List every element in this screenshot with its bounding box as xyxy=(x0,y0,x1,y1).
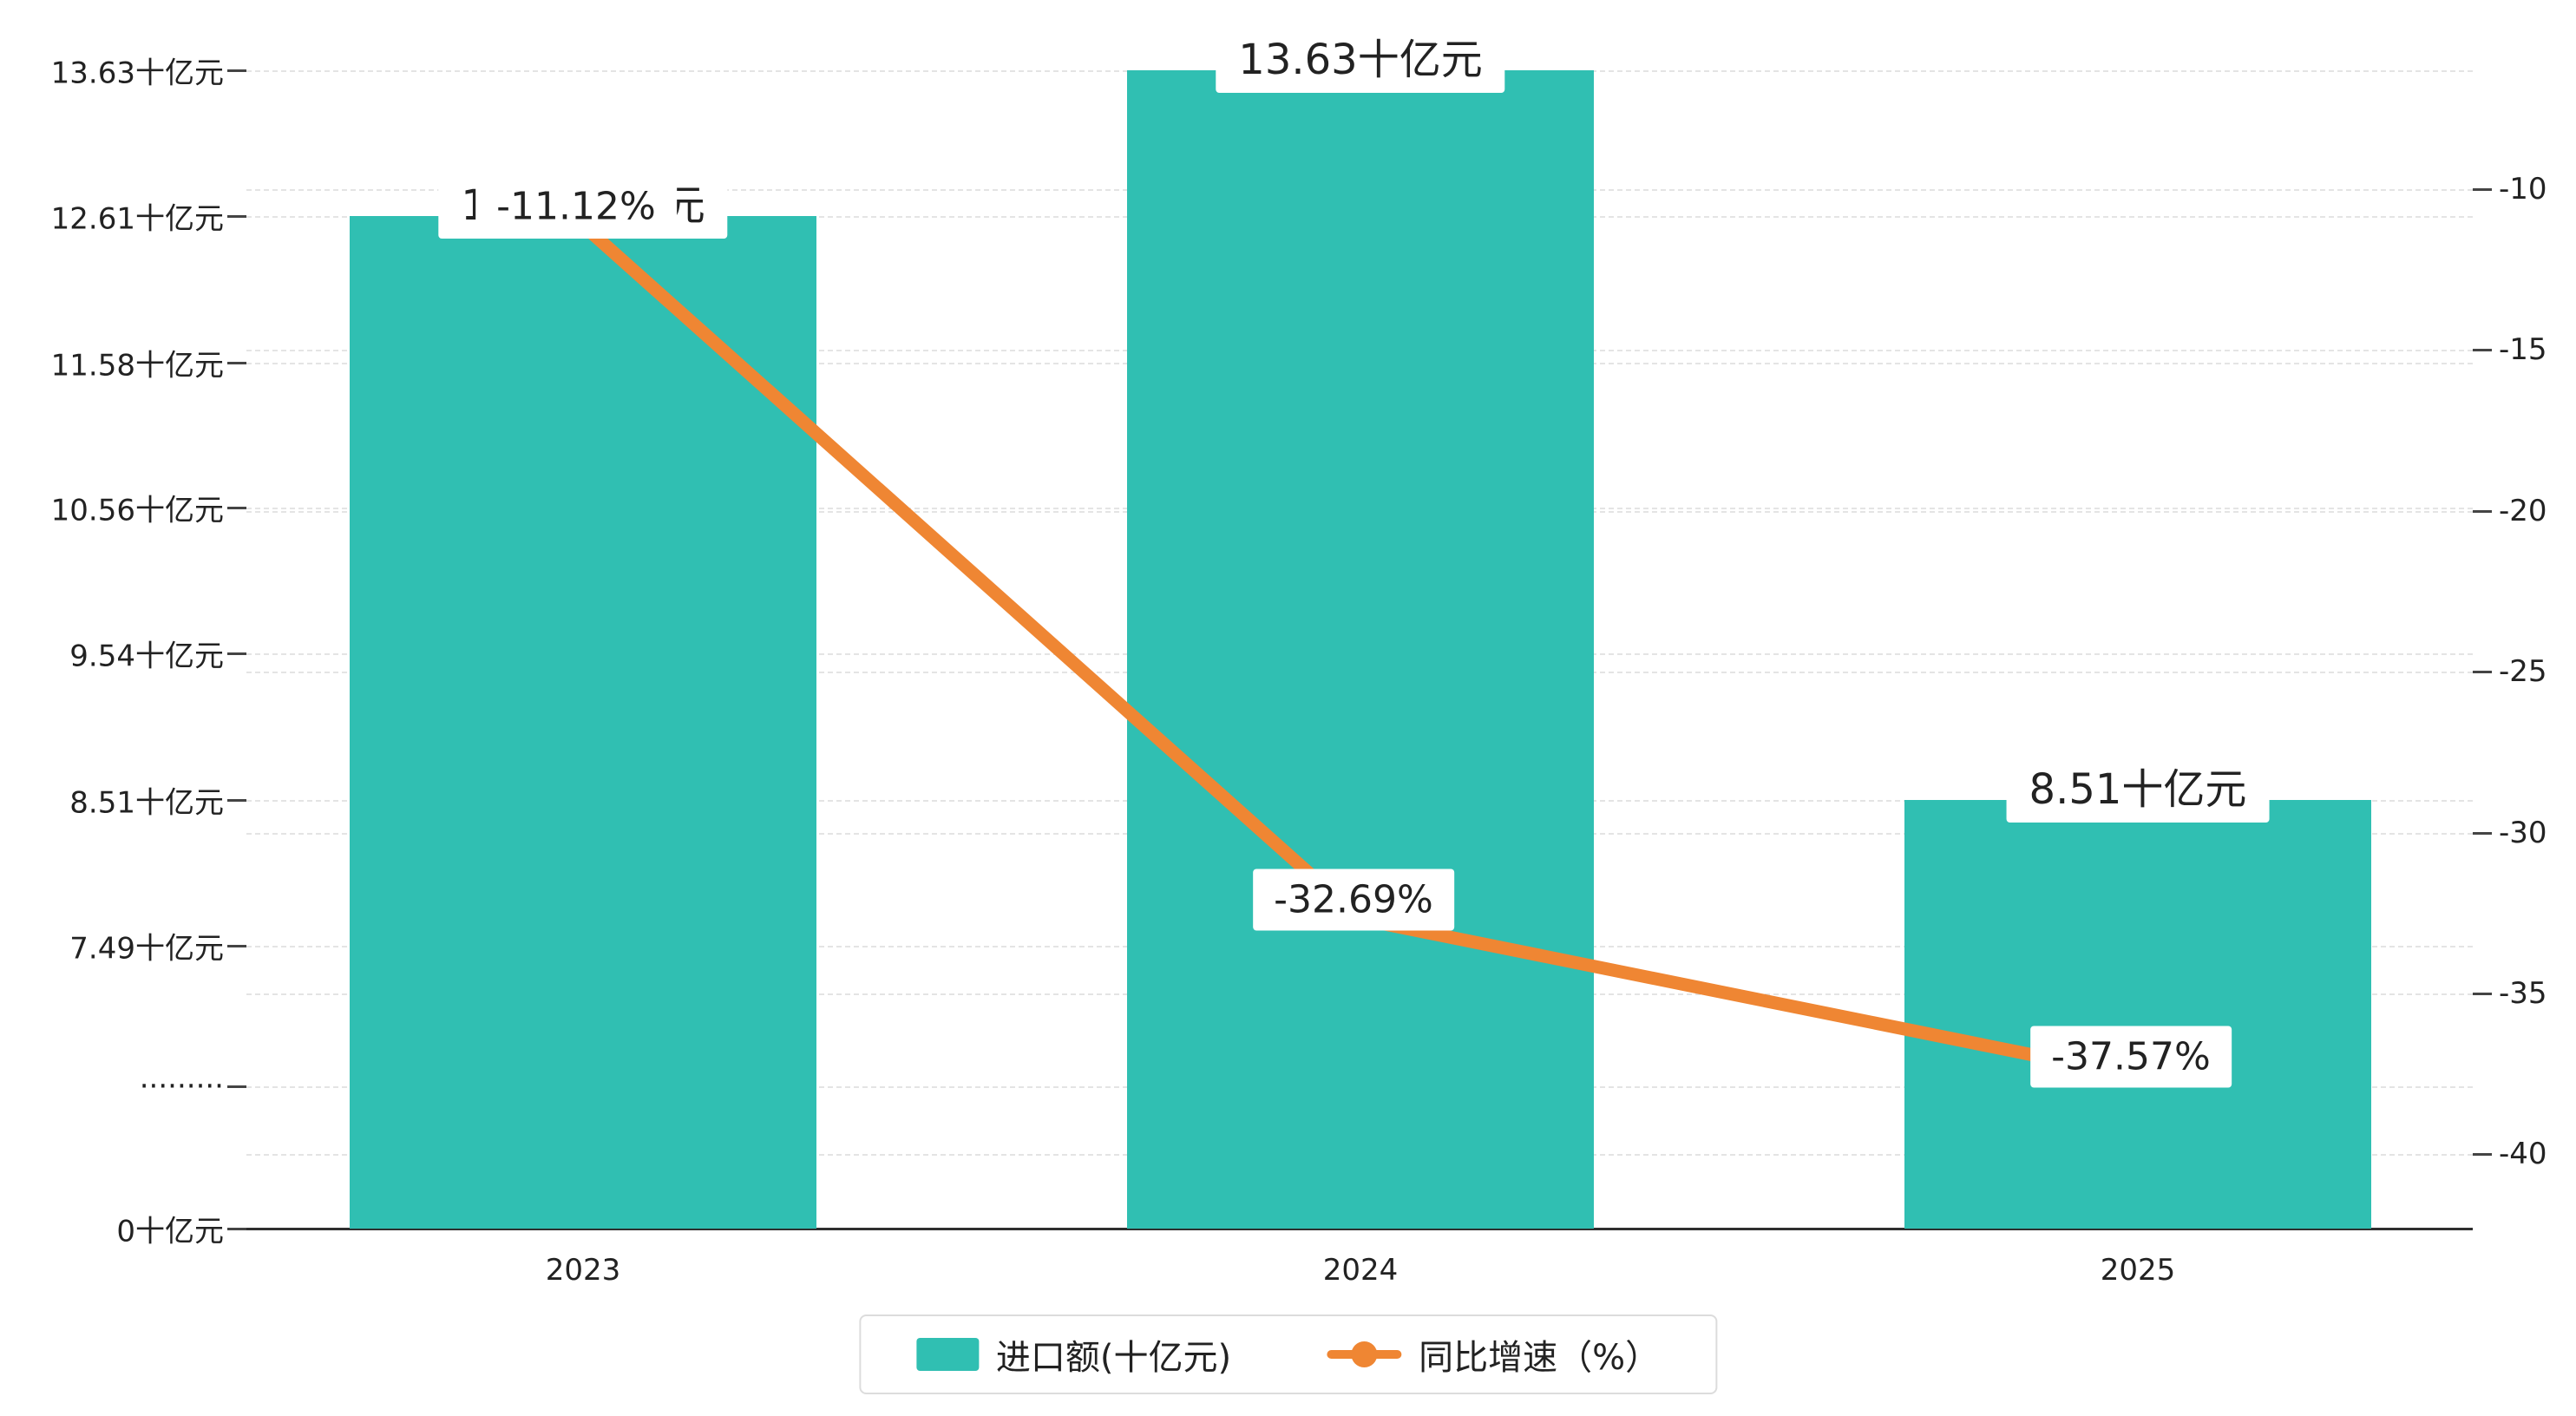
bar-value-label: 13.63十亿元 xyxy=(1216,18,1505,93)
left-axis-tick-mark xyxy=(227,1085,246,1088)
bar-2025 xyxy=(1904,800,2371,1229)
x-axis-label-2023: 2023 xyxy=(545,1253,621,1288)
right-axis-tick-mark xyxy=(2473,993,2492,995)
left-axis-tick-mark xyxy=(227,1228,246,1230)
right-axis-tick-mark xyxy=(2473,831,2492,835)
left-axis-tick-label: 12.61十亿元 xyxy=(50,201,224,237)
left-axis-tick-label: 8.51十亿元 xyxy=(69,785,224,821)
line-series-dot-icon xyxy=(1351,1341,1378,1367)
legend-label-growth-rate: 同比增速（%） xyxy=(1419,1338,1661,1378)
right-axis-tick-label: -25 xyxy=(2499,654,2547,690)
bar-2024 xyxy=(1127,70,1594,1229)
growth-rate-label: -32.69% xyxy=(1253,869,1454,931)
left-axis-tick-mark xyxy=(227,944,246,947)
bar-value-label: 8.51十亿元 xyxy=(2006,748,2270,823)
legend-item-growth-rate[interactable]: 同比增速（%） xyxy=(1327,1329,1660,1380)
left-axis-tick-mark xyxy=(227,507,246,510)
legend-label-import-amount: 进口额(十亿元) xyxy=(995,1338,1232,1378)
right-axis-tick-mark xyxy=(2473,188,2492,191)
right-axis-tick-label: -15 xyxy=(2499,332,2547,368)
x-axis-label-2024: 2024 xyxy=(1322,1253,1399,1288)
left-axis-tick-label: 11.58十亿元 xyxy=(50,348,224,384)
left-axis-tick-label: 0十亿元 xyxy=(116,1214,224,1249)
right-axis-tick-mark xyxy=(2473,1153,2492,1157)
x-axis-label-2025: 2025 xyxy=(2100,1253,2176,1288)
left-axis-tick-label: 9.54十亿元 xyxy=(69,639,224,674)
right-axis-tick-mark xyxy=(2473,671,2492,674)
left-axis-tick-label: ········· xyxy=(139,1069,224,1104)
left-axis-tick-label: 7.49十亿元 xyxy=(69,931,224,967)
right-axis-tick-label: -40 xyxy=(2499,1137,2547,1172)
right-axis-tick-mark xyxy=(2473,349,2492,352)
left-axis-tick-mark xyxy=(227,214,246,218)
legend-item-import-amount[interactable]: 进口额(十亿元) xyxy=(915,1329,1232,1380)
right-axis-tick-label: -20 xyxy=(2499,493,2547,528)
x-axis-line xyxy=(246,1228,2473,1230)
line-series-marker-icon xyxy=(1327,1338,1402,1371)
legend: 进口额(十亿元) 同比增速（%） xyxy=(858,1314,1718,1394)
bar-2023 xyxy=(350,215,816,1229)
right-axis-tick-label: -10 xyxy=(2499,172,2547,206)
left-axis-tick-label: 10.56十亿元 xyxy=(50,493,224,528)
right-axis-tick-label: -35 xyxy=(2499,976,2547,1011)
right-axis-tick-mark xyxy=(2473,509,2492,513)
left-axis-tick-mark xyxy=(227,652,246,655)
right-axis-tick-label: -30 xyxy=(2499,815,2547,850)
left-axis-tick-mark xyxy=(227,361,246,364)
left-axis-tick-mark xyxy=(227,799,246,803)
left-axis-tick-mark xyxy=(227,69,246,72)
left-axis-tick-label: 13.63十亿元 xyxy=(50,56,224,91)
bar-series-swatch-icon xyxy=(915,1338,979,1371)
growth-rate-label: -11.12% xyxy=(475,175,677,238)
growth-rate-label: -37.57% xyxy=(2030,1026,2232,1088)
